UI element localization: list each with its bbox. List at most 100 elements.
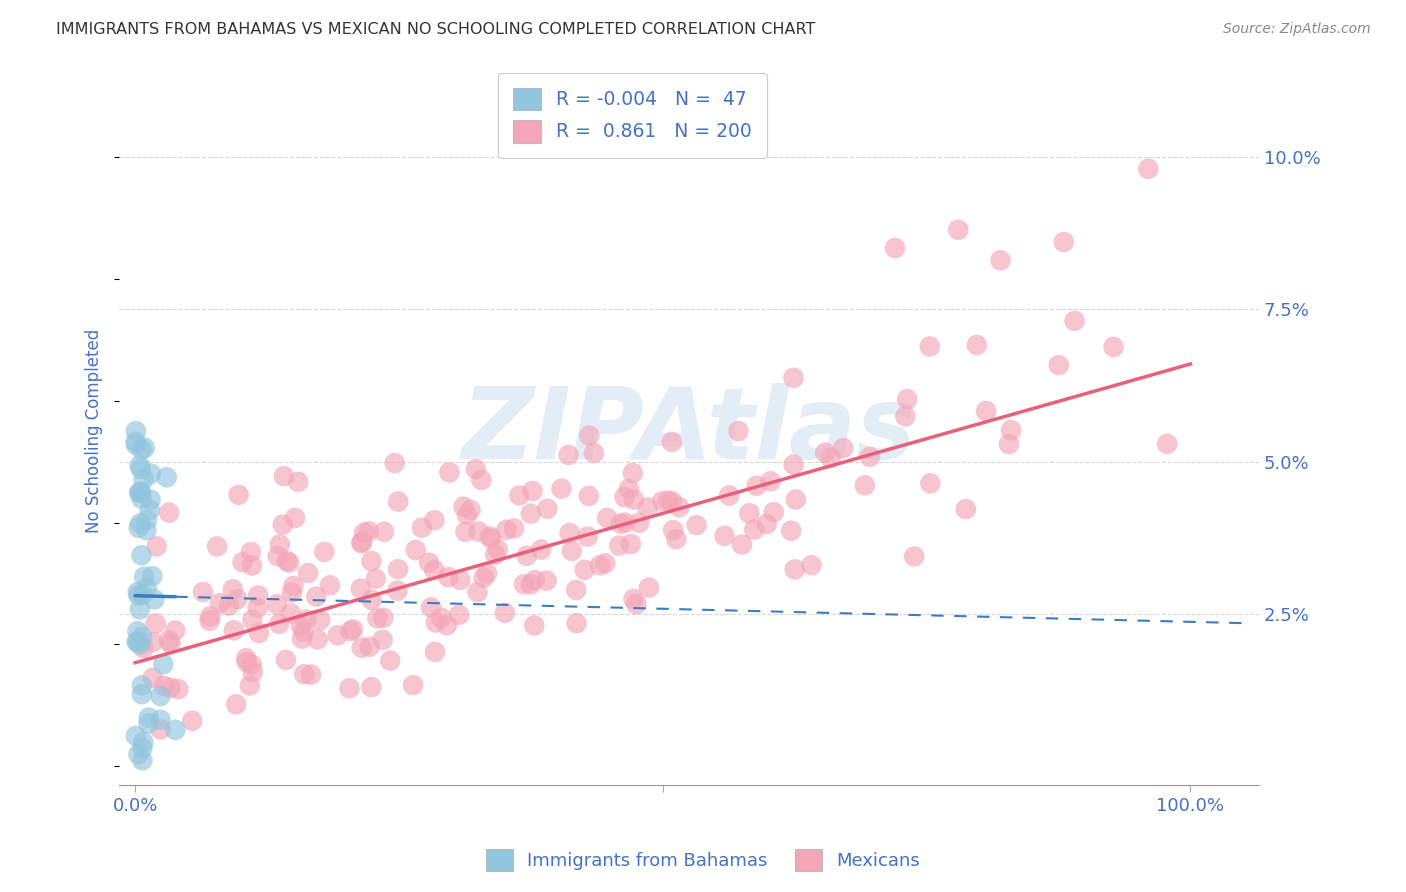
Point xyxy=(387,583,409,598)
Point xyxy=(292,667,315,681)
Point xyxy=(920,476,942,491)
Point xyxy=(478,529,501,543)
Point xyxy=(131,442,153,457)
Point xyxy=(271,517,294,532)
Point xyxy=(762,505,785,519)
Point xyxy=(859,450,882,464)
Point xyxy=(713,529,735,543)
Point xyxy=(131,491,153,506)
Point xyxy=(292,625,315,640)
Point xyxy=(208,596,231,610)
Point xyxy=(240,613,263,627)
Point xyxy=(131,741,153,756)
Point xyxy=(138,716,160,731)
Point xyxy=(138,711,160,725)
Point xyxy=(745,479,768,493)
Point xyxy=(232,555,254,569)
Point xyxy=(132,570,155,584)
Point xyxy=(360,554,382,568)
Point xyxy=(637,500,659,515)
Point xyxy=(472,571,495,585)
Point xyxy=(484,548,506,562)
Point xyxy=(620,537,643,551)
Point xyxy=(384,456,406,470)
Point xyxy=(240,657,263,672)
Point xyxy=(131,549,153,563)
Point xyxy=(561,544,583,558)
Text: IMMIGRANTS FROM BAHAMAS VS MEXICAN NO SCHOOLING COMPLETED CORRELATION CHART: IMMIGRANTS FROM BAHAMAS VS MEXICAN NO SC… xyxy=(56,22,815,37)
Point xyxy=(314,545,336,559)
Point xyxy=(135,581,157,595)
Point xyxy=(623,591,645,606)
Point xyxy=(235,651,257,665)
Point xyxy=(966,338,988,352)
Point xyxy=(955,502,977,516)
Point xyxy=(782,371,804,385)
Point xyxy=(129,516,152,531)
Point xyxy=(359,640,381,654)
Point xyxy=(520,507,543,521)
Point xyxy=(820,450,842,465)
Point xyxy=(128,589,150,603)
Point xyxy=(651,494,673,508)
Point xyxy=(339,624,361,638)
Point xyxy=(295,613,318,627)
Text: ZIPAtlas: ZIPAtlas xyxy=(461,383,917,480)
Point xyxy=(596,511,619,525)
Point xyxy=(128,521,150,535)
Point xyxy=(1053,235,1076,249)
Point xyxy=(239,545,262,559)
Point xyxy=(373,611,395,625)
Point xyxy=(225,698,247,712)
Point xyxy=(149,723,172,737)
Point xyxy=(353,525,375,540)
Point xyxy=(1102,340,1125,354)
Point xyxy=(990,253,1012,268)
Point xyxy=(436,618,458,632)
Point xyxy=(558,526,581,541)
Point xyxy=(617,482,640,496)
Point xyxy=(453,500,475,514)
Point xyxy=(266,597,288,611)
Point xyxy=(565,616,588,631)
Point xyxy=(387,562,409,576)
Point xyxy=(668,500,690,515)
Point xyxy=(610,516,633,531)
Point xyxy=(283,579,305,593)
Point xyxy=(785,492,807,507)
Point xyxy=(297,566,319,580)
Point xyxy=(280,607,302,621)
Point xyxy=(638,581,661,595)
Point xyxy=(614,516,637,530)
Point xyxy=(405,543,427,558)
Point xyxy=(578,489,600,503)
Point xyxy=(167,682,190,697)
Point xyxy=(246,600,269,615)
Point xyxy=(475,566,498,581)
Point xyxy=(1137,161,1160,176)
Point xyxy=(503,521,526,535)
Point xyxy=(127,585,149,599)
Point xyxy=(593,557,616,571)
Point xyxy=(342,623,364,637)
Point xyxy=(665,532,688,546)
Point xyxy=(191,585,214,599)
Point xyxy=(339,681,361,696)
Point xyxy=(486,542,509,557)
Point xyxy=(291,632,314,646)
Point xyxy=(423,563,446,577)
Point xyxy=(350,582,373,596)
Point xyxy=(508,488,530,502)
Point xyxy=(661,494,683,508)
Point xyxy=(903,549,925,564)
Point xyxy=(157,633,180,648)
Point xyxy=(143,592,166,607)
Point xyxy=(853,478,876,492)
Point xyxy=(800,558,823,573)
Text: Source: ZipAtlas.com: Source: ZipAtlas.com xyxy=(1223,22,1371,37)
Point xyxy=(420,600,443,615)
Point xyxy=(278,556,301,570)
Point xyxy=(141,569,163,583)
Point xyxy=(470,473,492,487)
Point xyxy=(522,483,544,498)
